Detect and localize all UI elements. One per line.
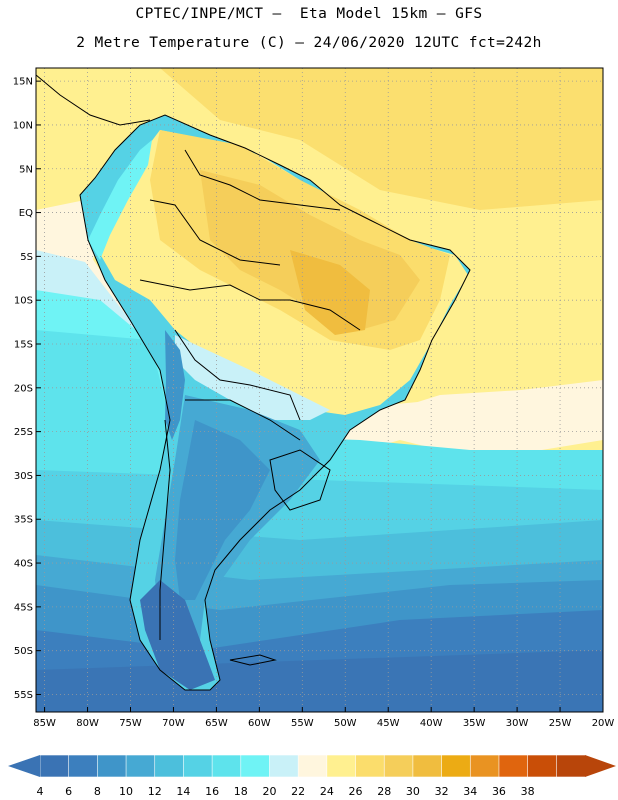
lon-tick-label: 85W: [33, 718, 56, 729]
colorbar-swatch: [39, 754, 70, 778]
lat-tick-label: 35S: [14, 515, 33, 526]
colorbar-label: 18: [234, 785, 248, 798]
lat-tick-label: 30S: [14, 471, 33, 482]
colorbar-swatch: [269, 754, 299, 778]
colorbar-label: 12: [148, 785, 162, 798]
argentina-north-border: [185, 399, 301, 441]
colorbar-swatch: [412, 754, 443, 778]
north-atlantic-warm-zone: [160, 68, 603, 210]
colorbar-swatch: [297, 754, 328, 778]
colorbar-swatch: [240, 754, 271, 778]
paraguay-border: [174, 329, 301, 421]
colorbar-swatch: [68, 754, 99, 778]
lat-tick-label: 5S: [20, 252, 33, 263]
argentina-colder-zone: [175, 420, 270, 600]
falkland-islands: [229, 654, 277, 666]
latitude-tick-labels: 15N 10N 5N EQ 5S 10S 15S 20S 25S 30S 35S 40S 45S 50S 5…: [13, 77, 33, 701]
lon-tick-label: 75W: [119, 718, 142, 729]
colorbar-swatch: [527, 754, 558, 778]
colorbar-swatch: [154, 754, 185, 778]
colorbar-label: 6: [65, 785, 72, 798]
lat-tick-label: 40S: [14, 559, 33, 570]
lon-tick-label: 60W: [248, 718, 271, 729]
colorbar-high-arrow: [585, 755, 616, 777]
colorbar-label: 26: [349, 785, 363, 798]
colorbar-label: 28: [377, 785, 391, 798]
south-america-coastline: [79, 114, 471, 691]
lat-tick-label: EQ: [19, 208, 33, 219]
lon-tick-label: 30W: [506, 718, 529, 729]
colorbar-swatch: [211, 754, 242, 778]
colorbar-label: 4: [37, 785, 44, 798]
andes-north-cold-streak: [88, 140, 152, 260]
lat-tick-label: 10N: [13, 120, 33, 131]
map-title-line-1: CPTEC/INPE/MCT – Eta Model 15km – GFS: [135, 6, 483, 22]
central-america-coastline: [36, 74, 151, 126]
lat-tick-label: 15N: [13, 77, 33, 88]
colorbar-label: 24: [320, 785, 334, 798]
map-frame: [35, 67, 604, 713]
uruguay-region: [269, 449, 331, 511]
colorbar-label: 36: [492, 785, 506, 798]
longitude-tick-labels: 85W 80W 75W 70W 65W 60W 55W 50W 45W 40W 35W 30W 25W 2…: [33, 718, 614, 729]
colorbar-swatch: [383, 754, 414, 778]
lon-tick-label: 45W: [377, 718, 400, 729]
lat-tick-label: 20S: [14, 383, 33, 394]
lon-tick-label: 20W: [592, 718, 615, 729]
lat-tick-label: 25S: [14, 427, 33, 438]
colorbar-label: 10: [119, 785, 133, 798]
colorbar-label: 20: [262, 785, 276, 798]
lon-tick-label: 70W: [162, 718, 185, 729]
country-boundaries: [36, 74, 471, 691]
map-title-line-2: 2 Metre Temperature (C) – 24/06/2020 12U…: [76, 35, 542, 51]
colorbar-swatch: [469, 754, 500, 778]
temperature-colorbar: 4 6 8 10 12 14 16 18 20 22 24 26 28 30 32 34 36 38: [8, 754, 616, 798]
lat-tick-label: 5N: [19, 164, 33, 175]
colorbar-label: 16: [205, 785, 219, 798]
peru-brazil-border: [149, 199, 281, 266]
lat-tick-label: 15S: [14, 340, 33, 351]
colorbar-swatch: [498, 754, 529, 778]
colorbar-swatch: [125, 754, 156, 778]
colorbar-swatch: [183, 754, 213, 778]
colorbar-label: 38: [521, 785, 535, 798]
colorbar-label: 32: [435, 785, 449, 798]
lon-tick-label: 65W: [205, 718, 228, 729]
lat-tick-label: 10S: [14, 296, 33, 307]
lon-tick-label: 80W: [76, 718, 99, 729]
colorbar-label: 30: [406, 785, 420, 798]
central-brazil-hot-core: [290, 250, 370, 335]
northern-borders: [184, 149, 341, 211]
colorbar-swatch: [355, 754, 386, 778]
colorbar-label: 8: [94, 785, 101, 798]
lat-tick-label: 50S: [14, 646, 33, 657]
chile-argentina-border: [159, 419, 171, 640]
patagonia-coldest-zone: [140, 580, 215, 690]
lon-tick-label: 35W: [463, 718, 486, 729]
lon-tick-label: 25W: [549, 718, 572, 729]
colorbar-swatch: [326, 754, 357, 778]
lat-tick-label: 45S: [14, 602, 33, 613]
atlantic-mild-streak: [360, 385, 603, 450]
bolivia-brazil-border: [139, 279, 361, 331]
colorbar-label: 34: [463, 785, 477, 798]
colorbar-swatch: [441, 754, 472, 778]
andes-central-cold-streak: [165, 330, 185, 440]
lon-tick-label: 55W: [291, 718, 314, 729]
temperature-field: [36, 68, 603, 712]
colorbar-swatch: [556, 754, 586, 778]
colorbar-low-arrow: [8, 755, 40, 777]
colorbar-label: 22: [291, 785, 305, 798]
colorbar-swatch: [97, 754, 127, 778]
lat-tick-label: 55S: [14, 690, 33, 701]
lon-tick-label: 50W: [334, 718, 357, 729]
lon-tick-label: 40W: [420, 718, 443, 729]
colorbar-label: 14: [176, 785, 190, 798]
